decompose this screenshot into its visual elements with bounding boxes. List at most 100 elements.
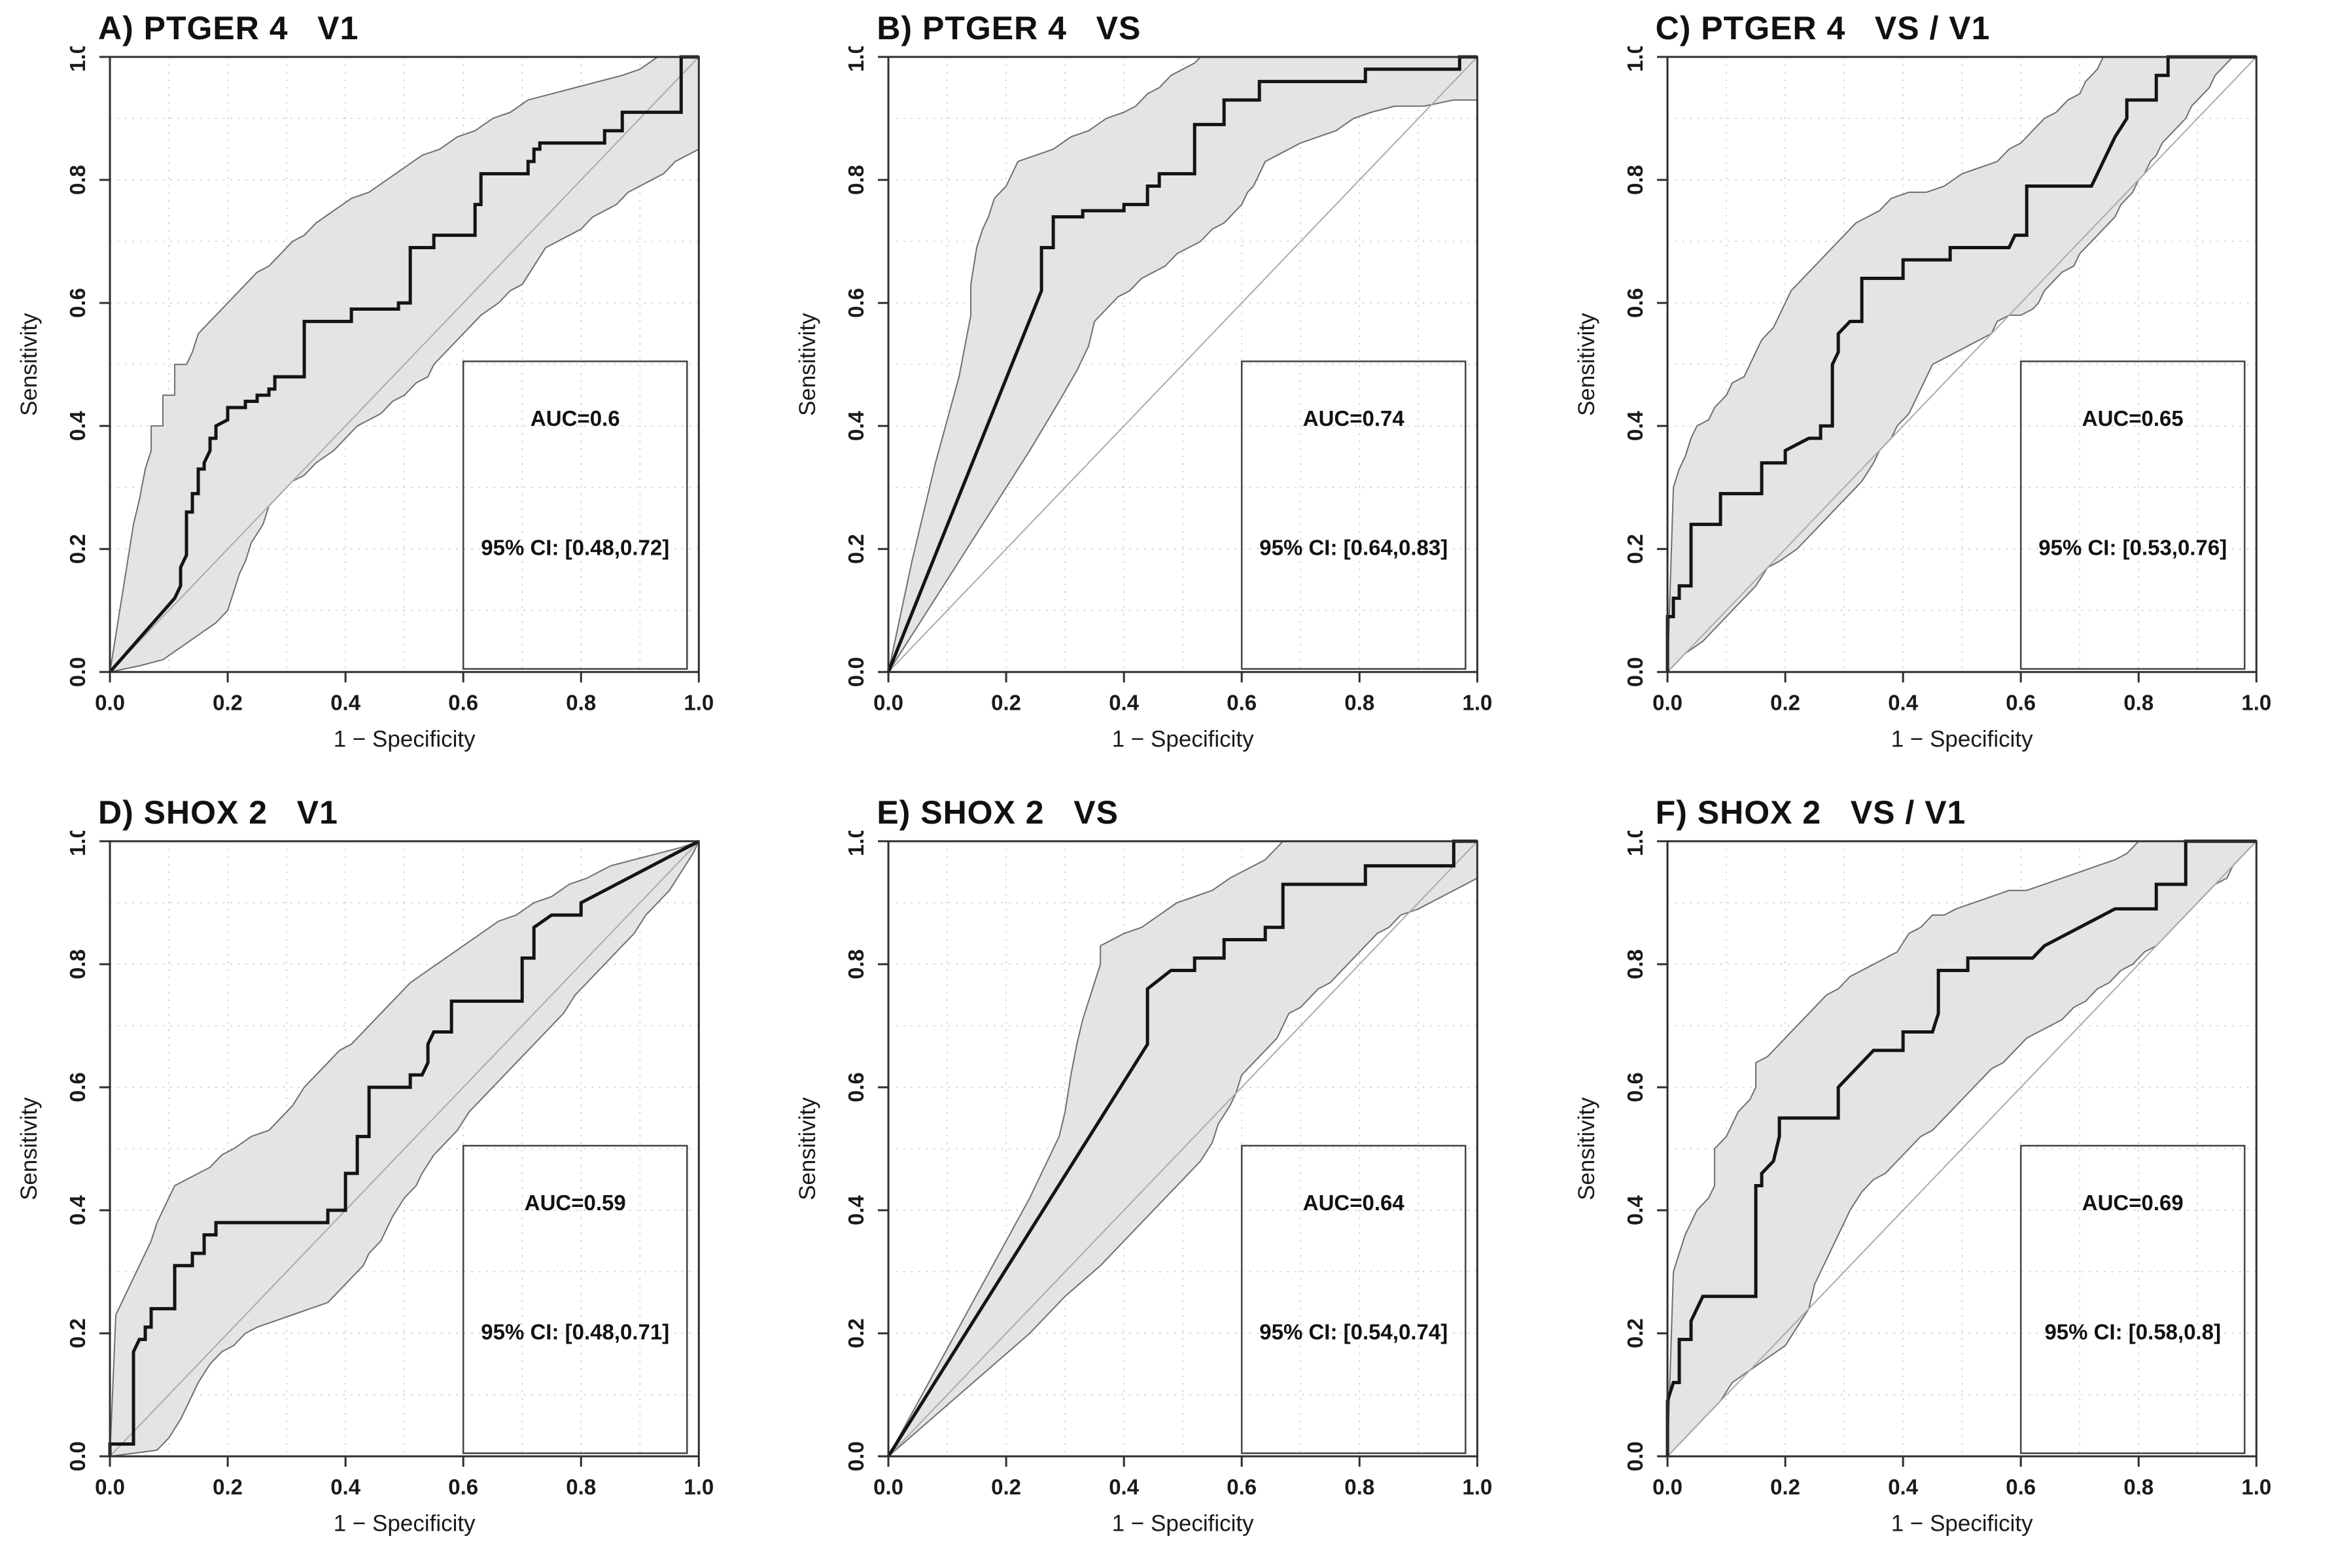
x-tick-label: 0.2 [1770,1474,1800,1499]
ci-label: 95% CI: [0.58,0.8] [2044,1319,2221,1344]
x-tick-label: 0.2 [991,690,1021,714]
auc-label: AUC=0.64 [1303,1191,1405,1215]
plot-box [1666,840,2258,1457]
roc-panel-c: C) PTGER 4 VS / V1 0.0 0.0 0.2 0.2 0.4 0.4 0.6… [1558,0,2336,784]
auc-label: AUC=0.6 [531,406,620,430]
x-tick-label: 0.6 [2006,1474,2036,1499]
y-axis-title: Sensitivity [16,313,42,416]
x-axis-title: 1 − Specificity [334,726,476,752]
y-tick-label: 1.0 [65,46,90,72]
roc-plot-e: 0.0 0.0 0.2 0.2 0.4 0.4 0.6 0.6 0.8 0.8 1.0 1.0 1 − … [778,831,1557,1568]
x-tick-label: 0.4 [1109,690,1140,714]
y-tick-label: 0.6 [844,288,868,318]
y-tick-label: 0.8 [65,949,90,979]
y-tick-label: 1.0 [844,831,868,856]
roc-panel-e: E) SHOX 2 VS 0.0 0.0 0.2 0.2 0.4 0.4 0.6 0.6 0.8… [778,784,1557,1568]
y-tick-label: 0.4 [844,1194,868,1225]
x-tick-label: 0.2 [213,690,243,714]
x-tick-label: 0.4 [1888,690,1919,714]
chance-diagonal [109,56,700,672]
y-tick-label: 1.0 [1623,46,1647,72]
x-axis-title: 1 − Specificity [334,1510,476,1536]
y-axis-title: Sensitivity [16,1096,42,1200]
panel-title-b: B) PTGER 4 VS [877,10,1142,46]
y-tick-label: 0.8 [844,949,868,979]
roc-chart: 0.00.0 0.2 0.2 0.4 0.4 0.6 0.6 0.8 0.8 1.0 1.0 1 − … [16,46,714,752]
x-tick-label: 1.0 [1463,1474,1493,1499]
confidence-band [888,56,1478,673]
annotation-box [462,1144,688,1454]
y-axis-title: Sensitivity [1574,1096,1599,1200]
x-tick-label: 0.4 [1888,1474,1919,1499]
y-axis-title: Sensitivity [1574,313,1599,416]
chance-diagonal [109,840,700,1457]
annotation-box [2019,1144,2246,1454]
roc-curve [887,55,1478,673]
y-tick-label: 0.6 [65,288,90,318]
roc-panel-a: A) PTGER 4 V1 0.0 0.0 0.2 0.2 0.4 0.4 0.6 0.6 0.… [0,0,778,784]
annotation-box [462,360,688,670]
x-tick-label: 0.8 [566,1474,596,1499]
plot-box [1666,56,2258,673]
y-tick-label: 0.6 [65,1072,90,1102]
x-tick-label: 0.8 [2123,1474,2153,1499]
x-tick-label: 0.8 [1345,1474,1375,1499]
y-tick-label: 0.6 [1623,1072,1647,1102]
roc-panel-f: F) SHOX 2 VS / V1 0.0 0.0 0.2 0.2 0.4 0.4 0.6 0… [1558,784,2336,1568]
x-tick-label: 0.8 [2123,690,2153,714]
chance-diagonal [1666,56,2257,672]
y-tick-label: 0.4 [1623,1194,1647,1225]
y-tick-label: 0.2 [65,1318,90,1348]
y-axis-title: Sensitivity [795,1096,820,1200]
x-axis-title: 1 − Specificity [1112,1510,1254,1536]
panel-title-d: D) SHOX 2 V1 [98,793,338,831]
x-tick-label: 0.6 [448,1474,478,1499]
x-tick-label: 0.6 [2006,690,2036,714]
x-tick-label: 0.4 [1109,1474,1140,1499]
chance-diagonal [888,56,1478,672]
x-tick-label: 1.0 [2241,690,2271,714]
roc-panel-d: D) SHOX 2 V1 0.0 0.0 0.2 0.2 0.4 0.4 0.6 0.6 0.8… [0,784,778,1568]
roc-curve [1665,839,2256,1456]
y-tick-label: 0.4 [844,411,868,442]
x-tick-label: 0.4 [330,1474,361,1499]
y-tick-label: 0.2 [844,1318,868,1348]
y-tick-label: 0.4 [1623,411,1647,442]
panel-title-a: A) PTGER 4 V1 [98,10,359,46]
x-tick-label: 0.8 [566,690,596,714]
y-tick-label: 0.2 [844,534,868,564]
x-tick-label: 0.2 [1770,690,1800,714]
y-tick-label: 0.2 [1623,1318,1647,1348]
plot-box [887,840,1479,1457]
auc-label: AUC=0.74 [1303,406,1405,430]
y-tick-label: 0.0 [1623,1441,1647,1471]
panel-title-e: E) SHOX 2 VS [877,793,1119,831]
y-tick-label: 0.0 [65,1441,90,1471]
y-tick-label: 0.0 [844,657,868,687]
x-tick-label: 0.6 [448,690,478,714]
x-tick-label: 1.0 [684,690,714,714]
annotation-box [1241,360,1467,670]
x-tick-label: 0.0 [95,1474,125,1499]
y-tick-label: 0.8 [65,165,90,195]
x-tick-label: 0.0 [1652,690,1682,714]
y-tick-label: 0.6 [1623,288,1647,318]
x-tick-label: 1.0 [684,1474,714,1499]
roc-plot-c: 0.0 0.0 0.2 0.2 0.4 0.4 0.6 0.6 0.8 0.8 1.0 1.0 1 − … [1558,46,2336,784]
annotation-box [2019,360,2246,670]
roc-plot-b: 0.0 0.0 0.2 0.2 0.4 0.4 0.6 0.6 0.8 0.8 1.0 1.0 1 − … [778,46,1557,784]
y-tick-label: 0.6 [844,1072,868,1102]
y-tick-label: 0.0 [1623,657,1647,687]
y-tick-label: 0.0 [65,657,90,687]
auc-label: AUC=0.59 [525,1191,626,1215]
y-tick-label: 0.4 [65,1194,90,1225]
x-axis-title: 1 − Specificity [1891,726,2032,752]
chance-diagonal [888,840,1478,1457]
x-tick-label: 0.6 [1227,690,1257,714]
panel-title-c: C) PTGER 4 VS / V1 [1655,10,1991,46]
y-tick-label: 0.8 [1623,165,1647,195]
x-tick-label: 0.0 [95,690,125,714]
annotation-box [1241,1144,1467,1454]
plot-box [109,840,700,1457]
